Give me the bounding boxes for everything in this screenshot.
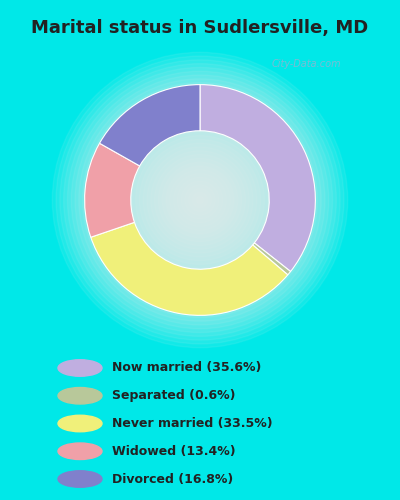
Circle shape: [170, 170, 230, 230]
Circle shape: [105, 106, 295, 294]
Circle shape: [98, 98, 302, 302]
Circle shape: [71, 71, 329, 329]
Wedge shape: [200, 84, 315, 272]
Circle shape: [181, 181, 219, 219]
Circle shape: [79, 79, 321, 321]
Circle shape: [117, 116, 283, 284]
Circle shape: [102, 102, 298, 298]
Text: Divorced (16.8%): Divorced (16.8%): [112, 472, 233, 486]
Text: Now married (35.6%): Now married (35.6%): [112, 362, 261, 374]
Circle shape: [83, 82, 317, 318]
Circle shape: [58, 471, 102, 487]
Circle shape: [58, 443, 102, 460]
Circle shape: [192, 192, 208, 208]
Wedge shape: [100, 84, 200, 166]
Circle shape: [113, 113, 287, 287]
Text: Marital status in Sudlersville, MD: Marital status in Sudlersville, MD: [31, 18, 369, 36]
Circle shape: [143, 143, 257, 257]
Wedge shape: [91, 222, 288, 316]
Circle shape: [86, 86, 314, 314]
Circle shape: [128, 128, 272, 272]
Text: Never married (33.5%): Never married (33.5%): [112, 417, 273, 430]
Circle shape: [177, 178, 223, 222]
Circle shape: [94, 94, 306, 306]
Circle shape: [56, 56, 344, 344]
Circle shape: [196, 196, 204, 204]
Circle shape: [90, 90, 310, 310]
Wedge shape: [253, 243, 290, 275]
Circle shape: [151, 151, 249, 249]
Text: Separated (0.6%): Separated (0.6%): [112, 389, 236, 402]
Circle shape: [124, 124, 276, 276]
Circle shape: [52, 52, 348, 348]
Wedge shape: [85, 144, 140, 237]
Circle shape: [58, 415, 102, 432]
Circle shape: [60, 60, 340, 340]
Circle shape: [147, 147, 253, 253]
Circle shape: [154, 154, 246, 246]
Circle shape: [64, 64, 336, 336]
Circle shape: [189, 188, 211, 212]
Circle shape: [109, 109, 291, 291]
Text: City-Data.com: City-Data.com: [271, 59, 341, 69]
Circle shape: [174, 174, 226, 227]
Circle shape: [58, 388, 102, 404]
Circle shape: [162, 162, 238, 238]
Circle shape: [158, 158, 242, 242]
Circle shape: [166, 166, 234, 234]
Circle shape: [140, 140, 260, 260]
Circle shape: [120, 120, 280, 280]
Circle shape: [58, 360, 102, 376]
Text: Widowed (13.4%): Widowed (13.4%): [112, 445, 236, 458]
Circle shape: [75, 75, 325, 325]
Circle shape: [136, 136, 264, 264]
Circle shape: [132, 132, 268, 268]
Circle shape: [68, 68, 332, 332]
Circle shape: [185, 185, 215, 215]
